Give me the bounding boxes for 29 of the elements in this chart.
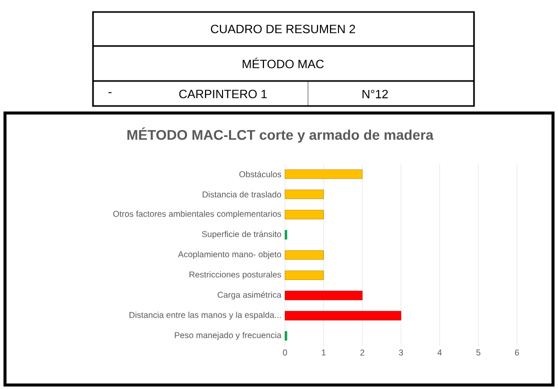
y-tick-label: Superficie de tránsito <box>202 230 282 239</box>
y-tick-label: Acoplamiento mano- objeto <box>178 251 282 259</box>
text: - <box>108 92 112 94</box>
bar <box>284 169 363 179</box>
x-tick-label: 0 <box>282 350 288 356</box>
x-tick-label: 1 <box>322 350 326 356</box>
text: CUADRO DE RESUMEN 2 <box>210 24 356 34</box>
bar <box>284 250 324 260</box>
x-tick-label: 5 <box>476 350 480 356</box>
bar <box>284 210 324 220</box>
y-tick-label: Carga asimétrica <box>218 291 282 300</box>
chart-title: MÉTODO MAC-LCT corte y armado de madera <box>127 127 434 143</box>
text: CARPINTERO 1 <box>179 90 267 98</box>
y-tick-label: Otros factores ambientales complementarios <box>113 210 282 219</box>
bar <box>284 270 324 280</box>
text: N°12 <box>362 90 388 98</box>
y-tick-label: Distancia de traslado <box>202 191 282 198</box>
x-tick-label: 3 <box>398 350 403 356</box>
x-tick-label: 2 <box>360 350 364 356</box>
bar <box>284 290 363 300</box>
y-tick-label: Peso manejado y frecuencia <box>174 332 282 340</box>
y-tick-label: Distancia entre las manos y la espalda... <box>130 312 281 320</box>
y-tick-label: Restricciones posturales <box>190 271 282 280</box>
y-tick-label: Obstáculos <box>239 170 282 178</box>
x-tick-label: 4 <box>437 350 442 356</box>
x-tick-label: 6 <box>515 350 519 356</box>
bar <box>284 190 324 200</box>
bar <box>284 310 402 320</box>
text: MÉTODO MAC <box>242 58 324 68</box>
